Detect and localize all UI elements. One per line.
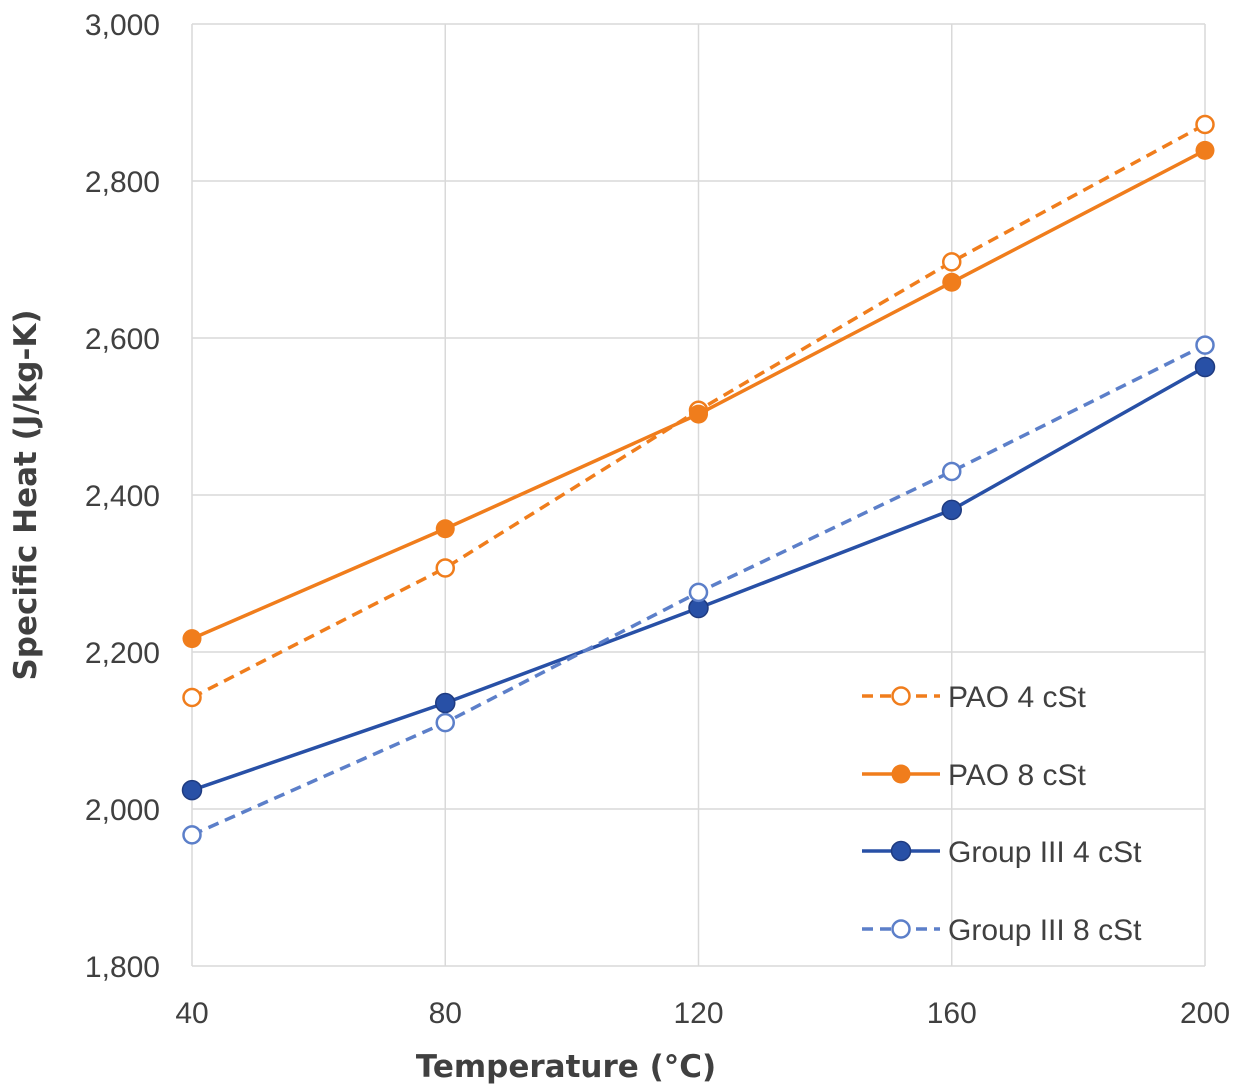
data-point — [942, 272, 962, 292]
legend-marker — [890, 840, 912, 862]
x-tick-label: 200 — [1180, 997, 1230, 1030]
y-tick-label: 2,600 — [85, 323, 160, 356]
series-lines — [181, 114, 1216, 845]
legend-item-pao-8-cst: PAO 8 cSt — [862, 759, 1086, 792]
y-tick-label: 2,200 — [85, 637, 160, 670]
data-point — [435, 692, 456, 714]
x-tick-label: 80 — [429, 997, 462, 1030]
data-point — [941, 499, 962, 521]
legend-marker — [891, 686, 911, 706]
data-point — [182, 825, 202, 845]
series-group-iii-8-cst — [182, 335, 1215, 845]
legend-label: Group III 8 cSt — [948, 914, 1142, 947]
y-axis-title: Specific Heat (J/kg-K) — [8, 309, 44, 680]
data-point — [182, 687, 202, 708]
legend-label: Group III 4 cSt — [948, 836, 1142, 869]
data-point — [688, 582, 709, 603]
y-tick-label: 2,800 — [85, 166, 160, 199]
data-point — [942, 461, 962, 482]
data-point — [1195, 140, 1215, 160]
data-point — [1195, 335, 1215, 355]
x-axis-title: Temperature (°C) — [416, 1049, 716, 1085]
data-point — [435, 558, 455, 578]
legend-item-group-iii-4-cst: Group III 4 cSt — [862, 836, 1142, 869]
data-point — [1194, 356, 1216, 378]
x-tick-label: 40 — [175, 997, 208, 1030]
legend-marker — [891, 919, 911, 939]
legend: PAO 4 cSt PAO 8 cSt Group III 4 cSt Group I… — [862, 681, 1142, 947]
data-point — [942, 252, 962, 272]
legend-label: PAO 4 cSt — [948, 681, 1086, 714]
data-point — [435, 712, 455, 733]
series-pao-8-cst — [182, 140, 1215, 649]
axis-ticks: 40 80 120 160 200 1,800 2,000 2,200 2,400 2,600 2,… — [85, 9, 1230, 1030]
data-point — [689, 404, 708, 424]
data-point — [182, 629, 202, 649]
y-tick-label: 2,400 — [85, 480, 160, 513]
data-point — [181, 779, 203, 801]
y-tick-label: 3,000 — [85, 9, 160, 42]
x-tick-label: 160 — [927, 997, 977, 1030]
legend-marker — [891, 764, 911, 784]
legend-label: PAO 8 cSt — [948, 759, 1086, 792]
grid-lines — [191, 23, 1206, 967]
y-tick-label: 1,800 — [85, 951, 160, 984]
x-tick-label: 120 — [673, 997, 723, 1030]
legend-item-pao-4-cst: PAO 4 cSt — [862, 681, 1086, 714]
y-tick-label: 2,000 — [85, 794, 160, 827]
data-point — [1195, 114, 1215, 135]
data-point — [435, 519, 455, 539]
legend-item-group-iii-8-cst: Group III 8 cSt — [862, 914, 1142, 947]
